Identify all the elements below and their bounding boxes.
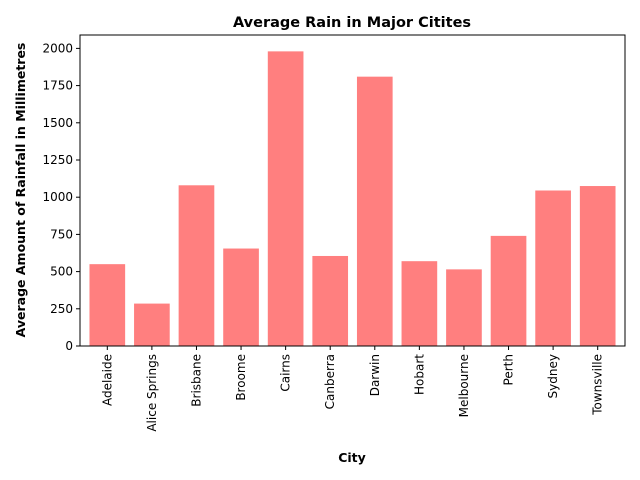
x-tick-label-alice-springs: Alice Springs	[145, 354, 159, 432]
bar-darwin	[356, 76, 393, 346]
bar-melbourne	[446, 269, 482, 346]
bar-alice-springs	[134, 303, 170, 346]
bar-perth	[490, 235, 527, 346]
y-tick-label: 500	[50, 265, 73, 279]
bar-broome	[223, 248, 259, 346]
y-tick-label: 2000	[42, 41, 73, 55]
y-tick-label: 1750	[42, 79, 73, 93]
x-tick-label-melbourne: Melbourne	[457, 354, 471, 417]
x-axis-label: City	[338, 450, 366, 465]
bar-canberra	[312, 255, 349, 346]
bar-brisbane	[178, 185, 215, 346]
x-tick-label-canberra: Canberra	[323, 354, 337, 409]
x-tick-label-darwin: Darwin	[368, 354, 382, 396]
y-tick-label: 750	[50, 227, 73, 241]
bar-hobart	[401, 261, 438, 346]
x-tick-label-adelaide: Adelaide	[100, 354, 114, 406]
plot-frame	[79, 34, 626, 347]
y-tick-label: 1500	[42, 116, 73, 130]
x-tick-label-cairns: Cairns	[279, 354, 293, 392]
x-axis-ticks: Adelaide Alice Springs Brisbane Broome Cairn…	[100, 346, 605, 432]
chart-title: Average Rain in Major Citites	[233, 15, 471, 31]
y-tick-label: 1000	[42, 190, 73, 204]
y-axis-ticks: 0 250 500 750 1000 1250 1500 1750 2000	[42, 41, 80, 353]
x-tick-label-brisbane: Brisbane	[189, 354, 203, 407]
y-tick-label: 1250	[42, 153, 73, 167]
x-tick-label-hobart: Hobart	[412, 354, 426, 395]
bar-adelaide	[89, 264, 126, 346]
x-tick-label-townsville: Townsville	[591, 354, 605, 416]
x-tick-label-broome: Broome	[234, 354, 248, 401]
bar-townsville	[579, 186, 616, 346]
bar-sydney	[535, 190, 571, 346]
bar-cairns	[267, 51, 304, 347]
y-tick-label: 250	[50, 302, 73, 316]
y-tick-label: 0	[65, 339, 73, 353]
y-axis-label: Average Amount of Rainfall in Millimetre…	[13, 43, 28, 338]
x-tick-label-perth: Perth	[502, 354, 516, 385]
x-tick-label-sydney: Sydney	[546, 354, 560, 398]
bars-group	[89, 51, 616, 347]
